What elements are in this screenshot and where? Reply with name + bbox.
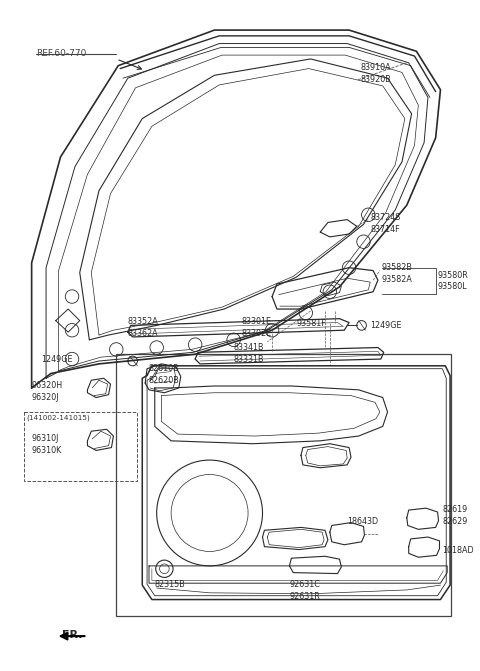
- Text: 92631C
92631R: 92631C 92631R: [289, 580, 320, 601]
- Text: 83341B
83331B: 83341B 83331B: [234, 343, 264, 364]
- Text: 1018AD: 1018AD: [443, 546, 474, 555]
- Text: 82610B
82620B: 82610B 82620B: [149, 364, 180, 384]
- Bar: [24, 412, 137, 481]
- Text: 83724S
83714F: 83724S 83714F: [370, 213, 401, 234]
- Text: 1249GE: 1249GE: [41, 355, 73, 364]
- Text: 83910A
83920B: 83910A 83920B: [360, 63, 391, 84]
- Text: 1249GE: 1249GE: [370, 321, 402, 329]
- Text: 96310J
96310K: 96310J 96310K: [32, 434, 62, 455]
- Text: FR.: FR.: [62, 630, 83, 640]
- Text: REF.60-770: REF.60-770: [36, 50, 87, 58]
- Text: 93581F: 93581F: [296, 319, 326, 327]
- Text: 82315B: 82315B: [155, 580, 185, 589]
- Text: 83352A
83362A: 83352A 83362A: [128, 317, 158, 338]
- Bar: [116, 354, 451, 616]
- Text: 96320H
96320J: 96320H 96320J: [32, 381, 63, 402]
- Text: 93582B
93582A: 93582B 93582A: [382, 263, 413, 284]
- Text: 82619
82629: 82619 82629: [443, 505, 468, 526]
- Text: 93580R
93580L: 93580R 93580L: [438, 270, 468, 291]
- Text: (141002-141015): (141002-141015): [27, 415, 91, 421]
- Text: 83301E
83302E: 83301E 83302E: [241, 317, 272, 338]
- Text: 18643D: 18643D: [347, 517, 378, 526]
